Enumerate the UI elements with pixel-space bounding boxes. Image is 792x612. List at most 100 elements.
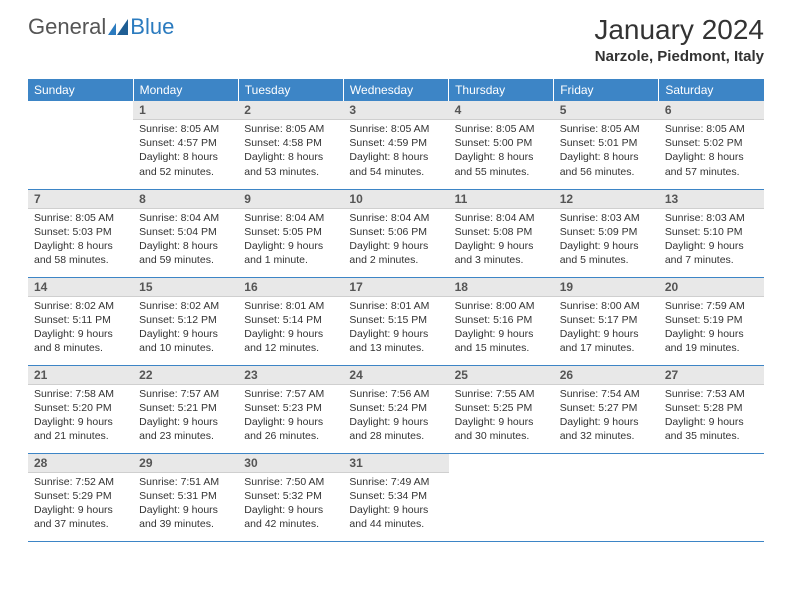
day-details: Sunrise: 8:02 AMSunset: 5:11 PMDaylight:… <box>28 297 133 360</box>
day-number: 26 <box>554 366 659 385</box>
calendar-cell: 11Sunrise: 8:04 AMSunset: 5:08 PMDayligh… <box>449 189 554 277</box>
day-number: 15 <box>133 278 238 297</box>
calendar-cell: 12Sunrise: 8:03 AMSunset: 5:09 PMDayligh… <box>554 189 659 277</box>
day-number: 23 <box>238 366 343 385</box>
calendar-cell: 18Sunrise: 8:00 AMSunset: 5:16 PMDayligh… <box>449 277 554 365</box>
calendar-cell: 15Sunrise: 8:02 AMSunset: 5:12 PMDayligh… <box>133 277 238 365</box>
day-details: Sunrise: 8:04 AMSunset: 5:06 PMDaylight:… <box>343 209 448 272</box>
day-details: Sunrise: 7:56 AMSunset: 5:24 PMDaylight:… <box>343 385 448 448</box>
day-details: Sunrise: 8:01 AMSunset: 5:14 PMDaylight:… <box>238 297 343 360</box>
day-details: Sunrise: 8:00 AMSunset: 5:16 PMDaylight:… <box>449 297 554 360</box>
calendar-cell: 26Sunrise: 7:54 AMSunset: 5:27 PMDayligh… <box>554 365 659 453</box>
day-number: 21 <box>28 366 133 385</box>
day-details: Sunrise: 8:04 AMSunset: 5:05 PMDaylight:… <box>238 209 343 272</box>
day-number: 5 <box>554 101 659 120</box>
day-number: 9 <box>238 190 343 209</box>
day-number: 27 <box>659 366 764 385</box>
calendar-cell: 30Sunrise: 7:50 AMSunset: 5:32 PMDayligh… <box>238 453 343 541</box>
day-details: Sunrise: 7:49 AMSunset: 5:34 PMDaylight:… <box>343 473 448 536</box>
day-details: Sunrise: 8:03 AMSunset: 5:09 PMDaylight:… <box>554 209 659 272</box>
day-number: 12 <box>554 190 659 209</box>
day-details: Sunrise: 8:05 AMSunset: 5:02 PMDaylight:… <box>659 120 764 183</box>
day-number: 8 <box>133 190 238 209</box>
calendar-cell: 31Sunrise: 7:49 AMSunset: 5:34 PMDayligh… <box>343 453 448 541</box>
calendar-cell: 28Sunrise: 7:52 AMSunset: 5:29 PMDayligh… <box>28 453 133 541</box>
day-details: Sunrise: 7:58 AMSunset: 5:20 PMDaylight:… <box>28 385 133 448</box>
day-number: 13 <box>659 190 764 209</box>
day-number: 10 <box>343 190 448 209</box>
logo-flag-icon <box>108 19 128 35</box>
day-number: 1 <box>133 101 238 120</box>
day-details: Sunrise: 7:51 AMSunset: 5:31 PMDaylight:… <box>133 473 238 536</box>
day-number: 22 <box>133 366 238 385</box>
weekday-header: Monday <box>133 79 238 101</box>
day-number: 3 <box>343 101 448 120</box>
day-number: 20 <box>659 278 764 297</box>
calendar-cell: 3Sunrise: 8:05 AMSunset: 4:59 PMDaylight… <box>343 101 448 189</box>
calendar-row: 28Sunrise: 7:52 AMSunset: 5:29 PMDayligh… <box>28 453 764 541</box>
calendar-cell: 22Sunrise: 7:57 AMSunset: 5:21 PMDayligh… <box>133 365 238 453</box>
calendar-cell: 6Sunrise: 8:05 AMSunset: 5:02 PMDaylight… <box>659 101 764 189</box>
day-number: 2 <box>238 101 343 120</box>
calendar-cell: 20Sunrise: 7:59 AMSunset: 5:19 PMDayligh… <box>659 277 764 365</box>
calendar-cell <box>449 453 554 541</box>
calendar-cell: 16Sunrise: 8:01 AMSunset: 5:14 PMDayligh… <box>238 277 343 365</box>
calendar-cell <box>659 453 764 541</box>
day-number: 14 <box>28 278 133 297</box>
location-subtitle: Narzole, Piedmont, Italy <box>594 48 764 65</box>
day-number: 11 <box>449 190 554 209</box>
day-details: Sunrise: 7:57 AMSunset: 5:21 PMDaylight:… <box>133 385 238 448</box>
calendar-cell: 29Sunrise: 7:51 AMSunset: 5:31 PMDayligh… <box>133 453 238 541</box>
calendar-cell: 10Sunrise: 8:04 AMSunset: 5:06 PMDayligh… <box>343 189 448 277</box>
day-number: 29 <box>133 454 238 473</box>
calendar-cell <box>554 453 659 541</box>
calendar-row: 21Sunrise: 7:58 AMSunset: 5:20 PMDayligh… <box>28 365 764 453</box>
calendar-cell: 2Sunrise: 8:05 AMSunset: 4:58 PMDaylight… <box>238 101 343 189</box>
day-details: Sunrise: 8:05 AMSunset: 4:57 PMDaylight:… <box>133 120 238 183</box>
day-details: Sunrise: 8:04 AMSunset: 5:04 PMDaylight:… <box>133 209 238 272</box>
day-details: Sunrise: 7:57 AMSunset: 5:23 PMDaylight:… <box>238 385 343 448</box>
logo-text-blue: Blue <box>130 14 174 40</box>
calendar-table: SundayMondayTuesdayWednesdayThursdayFrid… <box>28 79 764 542</box>
calendar-cell: 7Sunrise: 8:05 AMSunset: 5:03 PMDaylight… <box>28 189 133 277</box>
calendar-cell: 13Sunrise: 8:03 AMSunset: 5:10 PMDayligh… <box>659 189 764 277</box>
weekday-header: Sunday <box>28 79 133 101</box>
calendar-row: 7Sunrise: 8:05 AMSunset: 5:03 PMDaylight… <box>28 189 764 277</box>
day-number: 31 <box>343 454 448 473</box>
day-details: Sunrise: 8:05 AMSunset: 4:59 PMDaylight:… <box>343 120 448 183</box>
calendar-cell: 17Sunrise: 8:01 AMSunset: 5:15 PMDayligh… <box>343 277 448 365</box>
day-number: 18 <box>449 278 554 297</box>
day-number: 25 <box>449 366 554 385</box>
calendar-cell: 5Sunrise: 8:05 AMSunset: 5:01 PMDaylight… <box>554 101 659 189</box>
day-details: Sunrise: 7:55 AMSunset: 5:25 PMDaylight:… <box>449 385 554 448</box>
weekday-header: Wednesday <box>343 79 448 101</box>
day-details: Sunrise: 8:05 AMSunset: 5:03 PMDaylight:… <box>28 209 133 272</box>
logo-text-general: General <box>28 14 106 40</box>
calendar-row: 14Sunrise: 8:02 AMSunset: 5:11 PMDayligh… <box>28 277 764 365</box>
day-number: 17 <box>343 278 448 297</box>
day-number: 7 <box>28 190 133 209</box>
day-details: Sunrise: 8:02 AMSunset: 5:12 PMDaylight:… <box>133 297 238 360</box>
day-details: Sunrise: 8:03 AMSunset: 5:10 PMDaylight:… <box>659 209 764 272</box>
calendar-cell: 8Sunrise: 8:04 AMSunset: 5:04 PMDaylight… <box>133 189 238 277</box>
day-details: Sunrise: 8:04 AMSunset: 5:08 PMDaylight:… <box>449 209 554 272</box>
page-title: January 2024 <box>594 14 764 46</box>
day-number: 16 <box>238 278 343 297</box>
calendar-cell: 9Sunrise: 8:04 AMSunset: 5:05 PMDaylight… <box>238 189 343 277</box>
day-details: Sunrise: 7:59 AMSunset: 5:19 PMDaylight:… <box>659 297 764 360</box>
day-details: Sunrise: 7:53 AMSunset: 5:28 PMDaylight:… <box>659 385 764 448</box>
calendar-cell: 1Sunrise: 8:05 AMSunset: 4:57 PMDaylight… <box>133 101 238 189</box>
day-details: Sunrise: 7:54 AMSunset: 5:27 PMDaylight:… <box>554 385 659 448</box>
weekday-header: Friday <box>554 79 659 101</box>
calendar-cell: 25Sunrise: 7:55 AMSunset: 5:25 PMDayligh… <box>449 365 554 453</box>
calendar-cell: 19Sunrise: 8:00 AMSunset: 5:17 PMDayligh… <box>554 277 659 365</box>
calendar-cell: 21Sunrise: 7:58 AMSunset: 5:20 PMDayligh… <box>28 365 133 453</box>
calendar-cell: 14Sunrise: 8:02 AMSunset: 5:11 PMDayligh… <box>28 277 133 365</box>
day-number: 30 <box>238 454 343 473</box>
calendar-row: 1Sunrise: 8:05 AMSunset: 4:57 PMDaylight… <box>28 101 764 189</box>
calendar-cell: 24Sunrise: 7:56 AMSunset: 5:24 PMDayligh… <box>343 365 448 453</box>
day-details: Sunrise: 8:01 AMSunset: 5:15 PMDaylight:… <box>343 297 448 360</box>
weekday-header: Tuesday <box>238 79 343 101</box>
calendar-cell <box>28 101 133 189</box>
day-number: 6 <box>659 101 764 120</box>
